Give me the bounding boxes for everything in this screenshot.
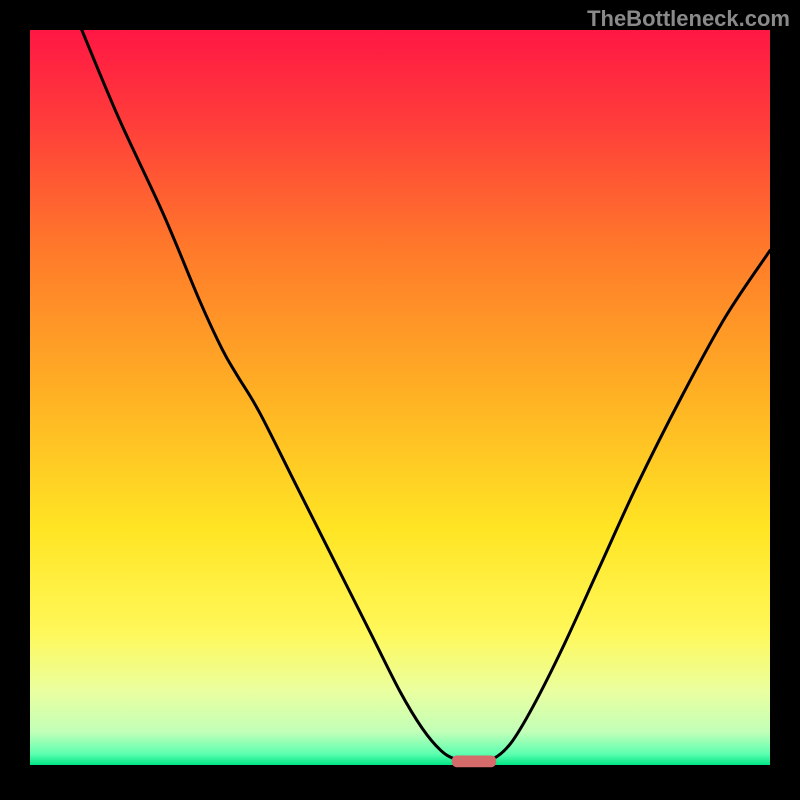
bottleneck-curve-chart — [0, 0, 800, 800]
watermark-text: TheBottleneck.com — [587, 6, 790, 32]
plot-gradient-background — [30, 30, 770, 765]
optimum-marker — [452, 755, 496, 767]
chart-container: TheBottleneck.com — [0, 0, 800, 800]
